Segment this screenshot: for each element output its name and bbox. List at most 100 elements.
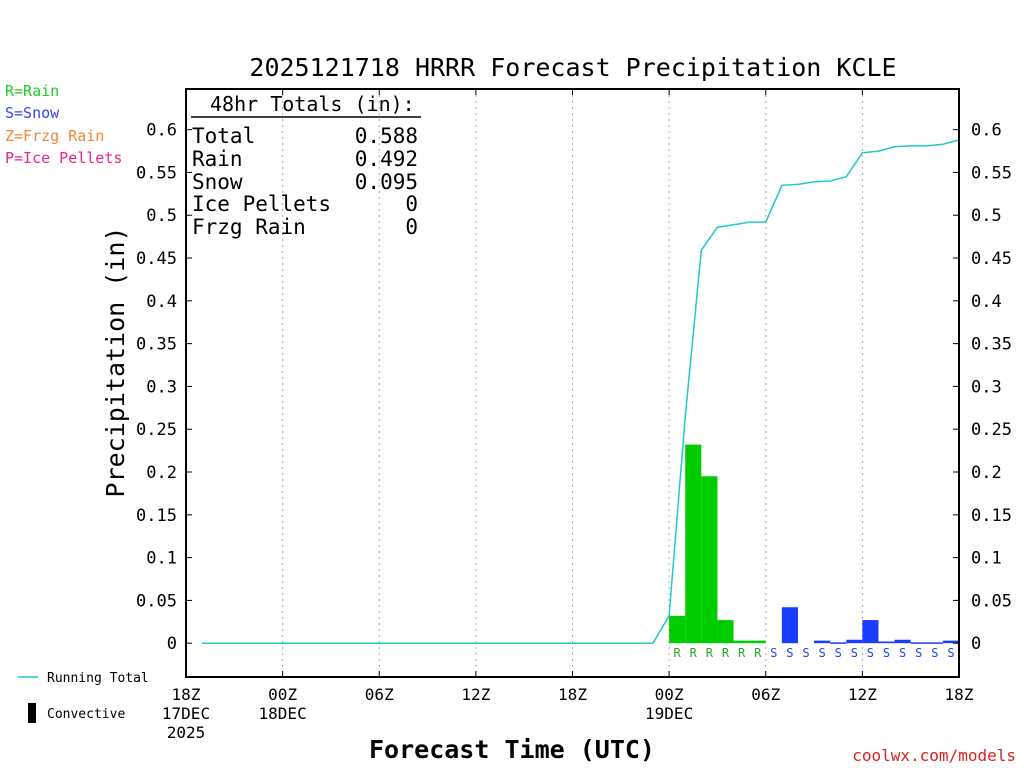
y-tick-label-right: 0.2: [971, 463, 1002, 483]
totals-value-ice-pellets: 0: [405, 192, 418, 216]
y-tick-label-left: 0.1: [146, 549, 177, 569]
y-tick-label-right: 0.15: [971, 506, 1012, 526]
x-tick-label: 06Z: [751, 685, 780, 704]
y-tick-label-right: 0.05: [971, 591, 1012, 611]
precip-type-label: S: [770, 646, 777, 660]
y-tick-label-right: 0.55: [971, 163, 1012, 183]
convective-swatch: [28, 703, 36, 723]
x-tick-label: 18Z: [945, 685, 974, 704]
totals-value-frzg-rain: 0: [405, 215, 418, 239]
totals-box: 48hr Totals (in): Total 0.588 Rain 0.492…: [191, 92, 421, 239]
totals-header: 48hr Totals (in):: [210, 92, 415, 116]
x-tick-label: 00Z: [655, 685, 684, 704]
precip-type-label: R: [690, 646, 698, 660]
y-axis-label: Precipitation (in): [101, 227, 130, 498]
y-tick-label-left: 0.05: [136, 591, 177, 611]
precip-type-label: S: [802, 646, 809, 660]
y-tick-label-left: 0.5: [146, 206, 177, 226]
precip-bar: [717, 620, 734, 644]
x-tick-label: 12Z: [848, 685, 877, 704]
precip-bar: [926, 642, 943, 644]
running-total-polyline: [202, 139, 960, 644]
precip-bar: [846, 639, 863, 644]
precip-bar: [685, 444, 702, 644]
precip-bar: [781, 607, 798, 644]
y-tick-label-left: 0.3: [146, 377, 177, 397]
running-total-legend-label: Running Total: [47, 671, 149, 686]
precip-bar: [733, 640, 750, 644]
y-tick-label-right: 0.3: [971, 377, 1002, 397]
precip-type-label: R: [754, 646, 762, 660]
y-tick-label-left: 0.15: [136, 506, 177, 526]
watermark: coolwx.com/models: [852, 746, 1016, 765]
y-tick-label-right: 0.35: [971, 335, 1012, 355]
x-tick-label: 00Z: [268, 685, 297, 704]
x-tick-label: 18Z: [172, 685, 201, 704]
precip-type-label: R: [674, 646, 682, 660]
y-tick-label-right: 0.4: [971, 292, 1002, 312]
y-tick-label-left: 0.45: [136, 249, 177, 269]
legend-rain: R=Rain: [5, 82, 59, 100]
y-tick-label-right: 0.25: [971, 420, 1012, 440]
x-tick-label: 18Z: [558, 685, 587, 704]
precip-bar: [669, 615, 686, 644]
precip-bar: [942, 640, 959, 644]
precip-type-label: R: [706, 646, 714, 660]
x-tick-label: 19DEC: [645, 704, 693, 723]
precip-bar: [878, 641, 895, 644]
legend-frzg-rain: Z=Frzg Rain: [5, 127, 104, 145]
totals-label-rain: Rain: [192, 147, 243, 171]
precip-type-label: S: [931, 646, 938, 660]
precip-bar: [814, 640, 831, 644]
y-tick-label-left: 0.35: [136, 335, 177, 355]
x-tick-label: 12Z: [461, 685, 490, 704]
y-tick-label-left: 0.55: [136, 163, 177, 183]
precip-type-label: R: [738, 646, 746, 660]
x-tick-label: 18DEC: [259, 704, 307, 723]
y-tick-label-right: 0.45: [971, 249, 1012, 269]
precip-type-label: S: [867, 646, 874, 660]
legend-ice-pellets: P=Ice Pellets: [5, 149, 122, 167]
precip-type-label: S: [835, 646, 842, 660]
y-tick-label-left: 0.4: [146, 292, 177, 312]
precip-bar: [830, 642, 847, 644]
totals-value-rain: 0.492: [355, 147, 418, 171]
series-legend: Running Total Convective: [18, 671, 149, 723]
y-tick-label-right: 0.1: [971, 549, 1002, 569]
precip-bar: [910, 642, 927, 644]
precip-type-label: S: [947, 646, 954, 660]
precip-type-label: S: [899, 646, 906, 660]
precip-bar: [862, 620, 879, 644]
y-tick-label-left: 0.25: [136, 420, 177, 440]
x-axis-label: Forecast Time (UTC): [369, 735, 655, 764]
precip-type-label: S: [786, 646, 793, 660]
x-tick-label: 2025: [167, 723, 206, 742]
y-tick-label-left: 0.6: [146, 121, 177, 141]
precip-type-label: S: [883, 646, 890, 660]
precip-type-label: S: [818, 646, 825, 660]
totals-label-ice-pellets: Ice Pellets: [192, 192, 331, 216]
precip-type-label: S: [851, 646, 858, 660]
precip-bar: [701, 476, 718, 644]
x-tick-label: 17DEC: [162, 704, 210, 723]
precip-bars: [669, 444, 959, 644]
x-tick-label: 06Z: [365, 685, 394, 704]
totals-value-snow: 0.095: [355, 170, 418, 194]
convective-legend-label: Convective: [47, 707, 125, 722]
totals-label-snow: Snow: [192, 170, 243, 194]
y-tick-label-left: 0.2: [146, 463, 177, 483]
precip-type-label: S: [915, 646, 922, 660]
chart-title: 2025121718 HRRR Forecast Precipitation K…: [249, 53, 896, 82]
precip-type-legend: R=Rain S=Snow Z=Frzg Rain P=Ice Pellets: [5, 82, 122, 167]
y-axis-ticks: 0 00.05 0.050.1 0.10.15 0.150.2 0.20.25 0.250.…: [136, 121, 1012, 655]
legend-snow: S=Snow: [5, 104, 60, 122]
y-tick-label-right: 0.5: [971, 206, 1002, 226]
precip-type-label: R: [722, 646, 730, 660]
y-tick-label-left: 0: [167, 634, 177, 654]
totals-label-frzg-rain: Frzg Rain: [192, 215, 306, 239]
grid-lines: [282, 89, 863, 677]
totals-label-total: Total: [192, 124, 255, 148]
